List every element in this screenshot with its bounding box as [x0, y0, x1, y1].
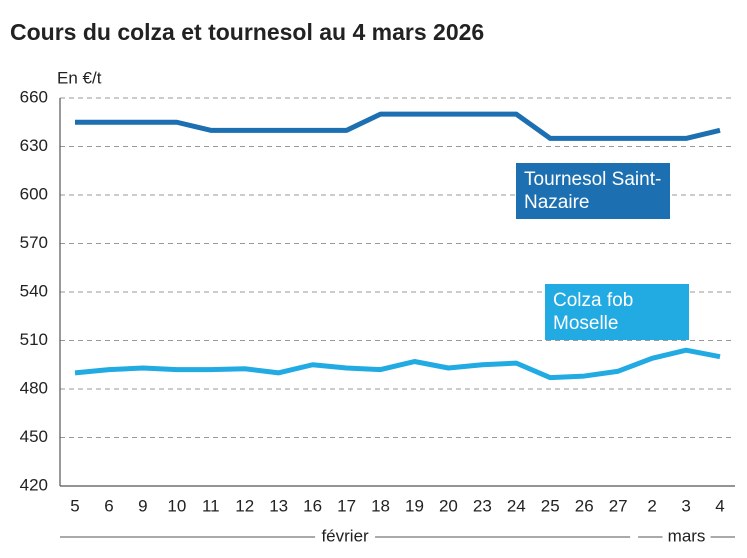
- x-tick-label: 10: [167, 496, 186, 515]
- x-tick-label: 27: [609, 496, 628, 515]
- x-tick-label: 2: [647, 496, 656, 515]
- y-tick-label: 450: [20, 427, 48, 446]
- series-line: [74, 347, 721, 381]
- series-line: [75, 111, 721, 141]
- x-tick-label: 23: [473, 496, 492, 515]
- chart-title: Cours du colza et tournesol au 4 mars 20…: [10, 19, 484, 45]
- y-tick-label: 660: [20, 87, 48, 106]
- series-label: Colza fob Moselle: [545, 284, 689, 340]
- y-axis-label: En €/t: [57, 68, 102, 87]
- x-tick-label: 17: [337, 496, 356, 515]
- y-tick-label: 480: [20, 378, 48, 397]
- x-tick-label: 25: [541, 496, 560, 515]
- y-tick-label: 600: [20, 184, 48, 203]
- x-tick-label: 13: [269, 496, 288, 515]
- x-tick-label: 18: [371, 496, 390, 515]
- series-label: Tournesol Saint-Nazaire: [516, 163, 670, 219]
- y-tick-label: 630: [20, 136, 48, 155]
- y-tick-label: 510: [20, 330, 48, 349]
- x-tick-label: 9: [138, 496, 147, 515]
- x-tick-label: 3: [681, 496, 690, 515]
- x-tick-label: 5: [70, 496, 79, 515]
- x-tick-label: 24: [507, 496, 526, 515]
- x-tick-label: 16: [303, 496, 322, 515]
- month-label: février: [321, 526, 369, 545]
- x-tick-label: 12: [235, 496, 254, 515]
- x-tick-label: 11: [202, 496, 220, 515]
- x-tick-label: 19: [405, 496, 424, 515]
- y-tick-label: 420: [20, 475, 48, 494]
- y-tick-label: 570: [20, 233, 48, 252]
- x-tick-label: 6: [104, 496, 113, 515]
- x-tick-label: 20: [439, 496, 458, 515]
- month-label: mars: [668, 526, 706, 545]
- y-tick-label: 540: [20, 281, 48, 300]
- x-tick-label: 4: [715, 496, 724, 515]
- x-tick-label: 26: [575, 496, 594, 515]
